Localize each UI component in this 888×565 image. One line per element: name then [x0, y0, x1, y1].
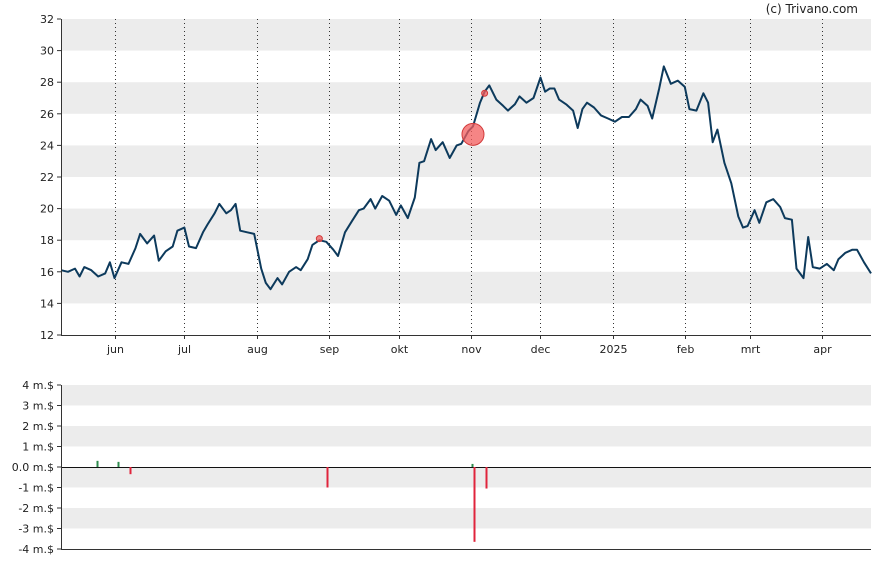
- volume-ytick-label: 4 m.$: [22, 379, 54, 392]
- price-grid-bands: [61, 19, 871, 304]
- volume-band: [61, 426, 871, 447]
- month-label: apr: [813, 343, 832, 356]
- price-ytick-label: 24: [40, 139, 54, 152]
- price-band: [61, 145, 871, 177]
- price-ytick-label: 30: [40, 45, 54, 58]
- volume-band: [61, 508, 871, 529]
- month-label: aug: [247, 343, 268, 356]
- price-band: [61, 19, 871, 51]
- volume-ytick-label: 3 m.$: [22, 400, 54, 413]
- volume-frame: [61, 385, 871, 550]
- price-ytick-label: 20: [40, 203, 54, 216]
- volume-band: [61, 467, 871, 488]
- trade-marker: [481, 89, 489, 97]
- month-label: 2025: [600, 343, 628, 356]
- volume-grid-bands: [61, 385, 871, 529]
- volume-ytick-label: 2 m.$: [22, 420, 54, 433]
- price-ytick-label: 12: [40, 329, 54, 342]
- price-axis: jun jul aug sep okt nov dec 2025 feb mrt apr 12 14 16…: [40, 13, 832, 356]
- month-label: jul: [177, 343, 191, 356]
- month-label: jun: [106, 343, 124, 356]
- volume-ytick-label: -4 m.$: [18, 543, 54, 556]
- month-label: feb: [677, 343, 695, 356]
- price-ytick-label: 18: [40, 234, 54, 247]
- price-ytick-label: 22: [40, 171, 54, 184]
- month-label: nov: [461, 343, 482, 356]
- volume-ytick-label: 1 m.$: [22, 441, 54, 454]
- price-ytick-label: 26: [40, 108, 54, 121]
- price-band: [61, 271, 871, 304]
- price-ytick-label: 16: [40, 266, 54, 279]
- volume-band: [61, 385, 871, 406]
- price-band: [61, 208, 871, 241]
- price-ytick-label: 14: [40, 297, 54, 310]
- month-label: sep: [320, 343, 339, 356]
- volume-axis: -4 m.$ -3 m.$ -2 m.$ -1 m.$ 0.0 m.$ 1 m.$ 2 m.…: [12, 379, 871, 556]
- volume-ytick-label: 0.0 m.$: [12, 461, 54, 474]
- price-frame: [61, 19, 871, 336]
- volume-ytick-label: -3 m.$: [18, 523, 54, 536]
- month-label: mrt: [741, 343, 761, 356]
- volume-bars: [96, 460, 488, 542]
- trade-markers: [315, 89, 489, 243]
- credit-label: (c) Trivano.com: [765, 2, 858, 16]
- volume-ytick-label: -2 m.$: [18, 502, 54, 515]
- volume-ytick-label: -1 m.$: [18, 482, 54, 495]
- month-label: okt: [391, 343, 409, 356]
- price-month-gridlines: [115, 19, 823, 335]
- price-band: [61, 82, 871, 114]
- trade-marker: [461, 122, 485, 146]
- month-label: dec: [531, 343, 551, 356]
- price-ytick-label: 28: [40, 76, 54, 89]
- trade-marker: [315, 235, 323, 243]
- price-ytick-label: 32: [40, 13, 54, 26]
